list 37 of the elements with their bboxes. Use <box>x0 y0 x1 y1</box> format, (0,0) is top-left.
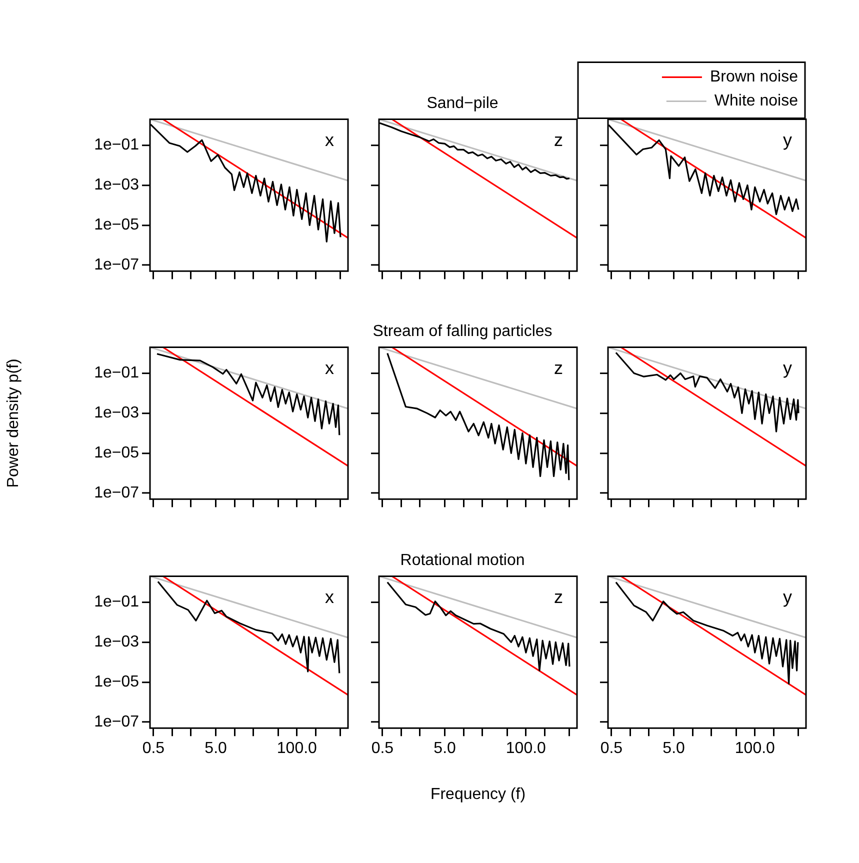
chart-title: Rotational motion <box>400 552 525 569</box>
y-tick-label: 1e−03 <box>94 404 140 422</box>
x-tick-label: 5.0 <box>662 740 686 757</box>
annotation: z <box>554 358 563 378</box>
x-tick-label: 0.5 <box>600 740 623 757</box>
annotation: x <box>325 130 334 150</box>
y-tick-label: 1e−07 <box>94 484 140 502</box>
y-tick-label: 1e−05 <box>94 673 140 690</box>
y-tick-label: 1e−07 <box>94 713 140 730</box>
y-axis-title: Power density p(f) <box>5 358 22 488</box>
y-tick-label: 1e−01 <box>94 593 140 610</box>
annotation: x <box>325 587 334 608</box>
annotation: y <box>783 587 792 608</box>
x-tick-label: 100.0 <box>734 740 776 757</box>
y-tick-label: 1e−05 <box>94 216 140 234</box>
y-tick-label: 1e−01 <box>94 136 140 154</box>
chart-title: Sand−pile <box>426 94 498 112</box>
annotation: z <box>554 587 563 608</box>
x-tick-label: 100.0 <box>276 740 318 757</box>
x-tick-label: 0.5 <box>142 740 165 757</box>
legend-label: White noise <box>714 92 798 110</box>
y-tick-label: 1e−01 <box>94 364 140 382</box>
annotation: y <box>783 130 792 150</box>
y-tick-label: 1e−03 <box>94 176 140 194</box>
x-tick-label: 0.5 <box>371 740 394 757</box>
annotation: z <box>554 130 563 150</box>
legend-label: Brown noise <box>710 68 798 86</box>
annotation: x <box>325 358 334 378</box>
x-axis-title: Frequency (f) <box>430 786 526 803</box>
annotation: y <box>783 358 792 378</box>
x-tick-label: 5.0 <box>434 740 456 757</box>
chart-title: Stream of falling particles <box>372 322 552 340</box>
y-tick-label: 1e−07 <box>94 256 140 274</box>
y-tick-label: 1e−03 <box>94 633 140 650</box>
x-tick-label: 100.0 <box>506 740 546 757</box>
x-tick-label: 5.0 <box>204 740 228 757</box>
y-tick-label: 1e−05 <box>94 444 140 462</box>
